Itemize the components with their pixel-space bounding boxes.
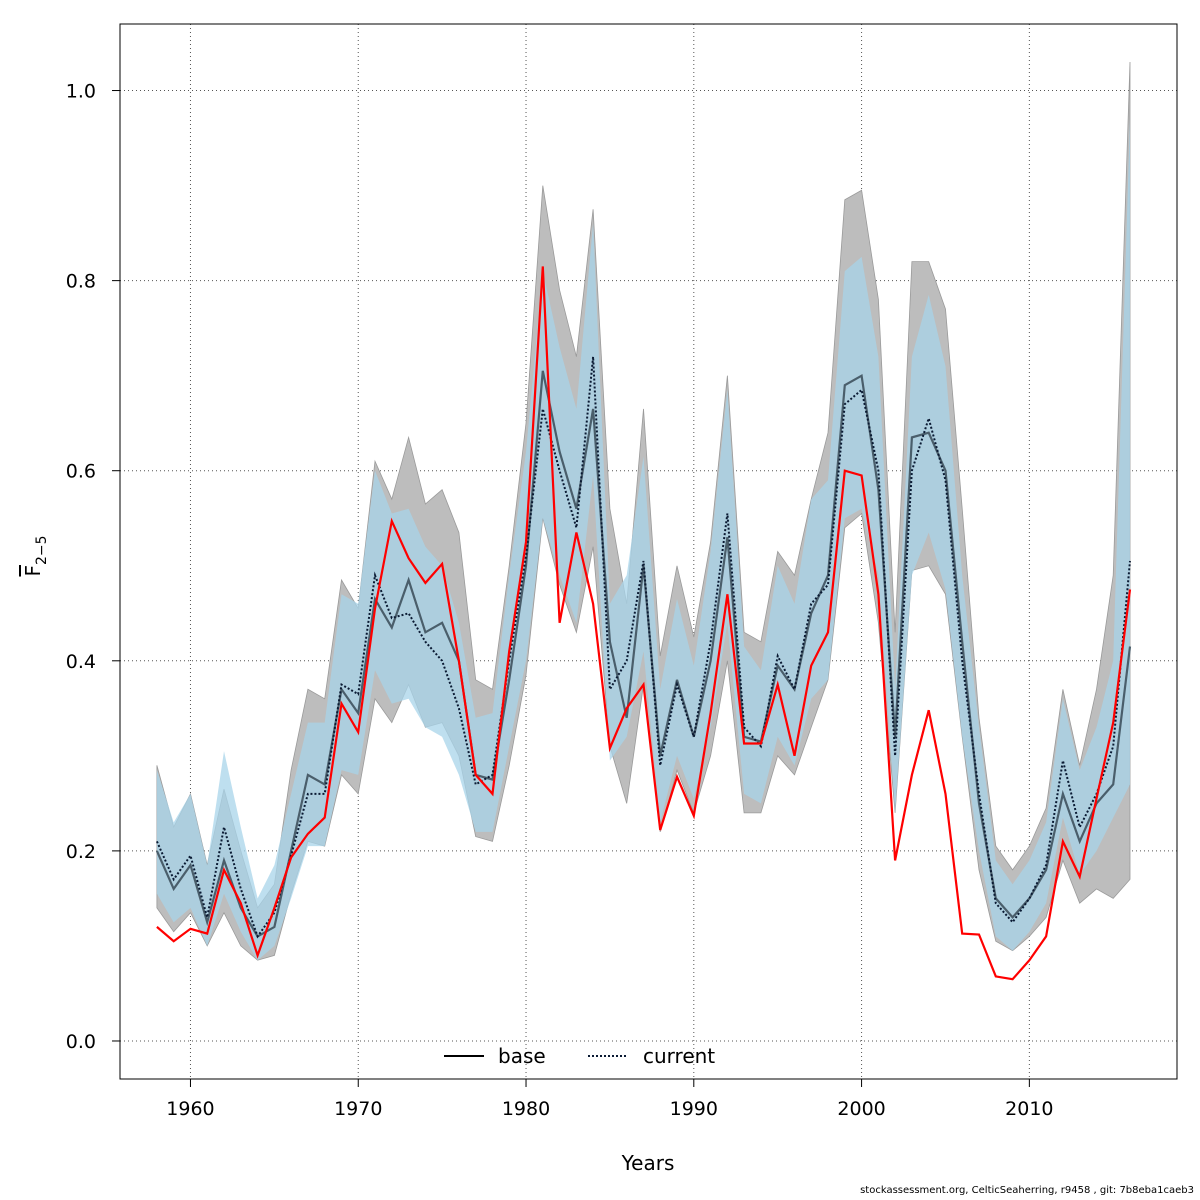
x-tick-label: 1990: [670, 1098, 718, 1120]
y-tick-label: 1.0: [66, 81, 96, 103]
x-tick-label: 1980: [502, 1098, 550, 1120]
y-axis-title: F2−5: [21, 535, 50, 576]
x-axis-title: Years: [621, 1151, 675, 1175]
x-tick-label: 2000: [837, 1098, 885, 1120]
footer-note: stockassessment.org, CelticSeaherring, r…: [860, 1185, 1194, 1196]
y-tick-label: 0.8: [66, 271, 96, 293]
line-red: [156, 266, 1132, 981]
line-current: [155, 356, 1131, 939]
band-current: [156, 119, 1130, 961]
y-tick-label: 0.2: [66, 841, 96, 863]
y-axis-title-main: F: [21, 565, 45, 577]
legend-base-label: base: [498, 1044, 546, 1068]
x-tick-label: 1960: [166, 1098, 214, 1120]
legend-current-label: current: [643, 1044, 715, 1068]
x-tick-label: 2010: [1005, 1098, 1053, 1120]
y-tick-label: 0.6: [66, 461, 96, 483]
y-axis: 0.0 0.2 0.4 0.6 0.8 1.0: [66, 81, 121, 1053]
legend: base current: [444, 1044, 715, 1068]
x-tick-label: 1970: [334, 1098, 382, 1120]
series-lines: [155, 266, 1132, 981]
y-tick-label: 0.0: [66, 1031, 96, 1053]
y-axis-title-sub: 2−5: [34, 535, 50, 565]
confidence-bands: [156, 61, 1131, 961]
y-tick-label: 0.4: [66, 651, 96, 673]
x-axis: 1960 1970 1980 1990 2000 2010: [166, 1078, 1054, 1120]
